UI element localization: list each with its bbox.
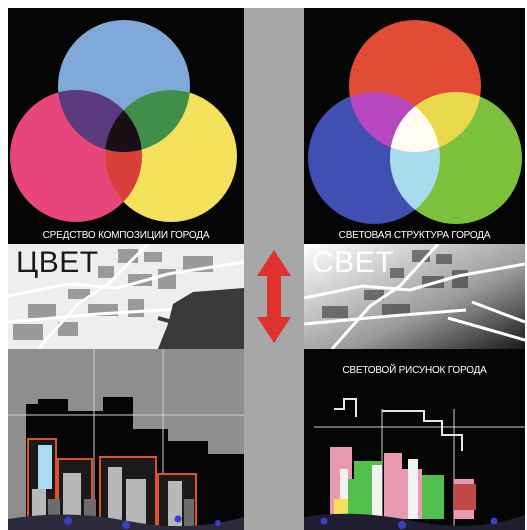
- skyline-light-panel: СВЕТОВОЙ РИСУНОК ГОРОДА: [304, 349, 525, 530]
- skyline-color: [8, 349, 244, 530]
- overlap-magenta: [349, 92, 440, 152]
- overlap-green: [105, 90, 190, 152]
- overlap-purple: [58, 90, 142, 152]
- light-venn-diagram: [308, 20, 522, 224]
- color-venn-caption: СРЕДСТВО КОМПОЗИЦИИ ГОРОДА: [42, 230, 210, 241]
- overlap-yellow: [390, 92, 481, 152]
- light-venn-panel: СВЕТОВАЯ СТРУКТУРА ГОРОДА: [304, 8, 525, 244]
- color-word-label: ЦВЕТ: [16, 246, 99, 279]
- color-venn-diagram: [10, 20, 237, 222]
- arrow-area: [244, 244, 304, 349]
- skyline-color-panel: [8, 349, 244, 530]
- color-venn-panel: СРЕДСТВО КОМПОЗИЦИИ ГОРОДА: [8, 8, 244, 244]
- skyline-light-caption: СВЕТОВОЙ РИСУНОК ГОРОДА: [342, 365, 487, 376]
- city-map-color: [8, 244, 244, 349]
- skyline-light: [304, 349, 525, 530]
- light-word-label: СВЕТ: [312, 246, 395, 279]
- overlap-white: [390, 92, 440, 152]
- city-map-color-panel: ЦВЕТ: [8, 244, 244, 349]
- city-map-light: [304, 244, 525, 349]
- light-venn-caption: СВЕТОВАЯ СТРУКТУРА ГОРОДА: [338, 230, 491, 241]
- double-arrow-icon: [257, 250, 291, 343]
- city-map-light-panel: СВЕТ: [304, 244, 525, 349]
